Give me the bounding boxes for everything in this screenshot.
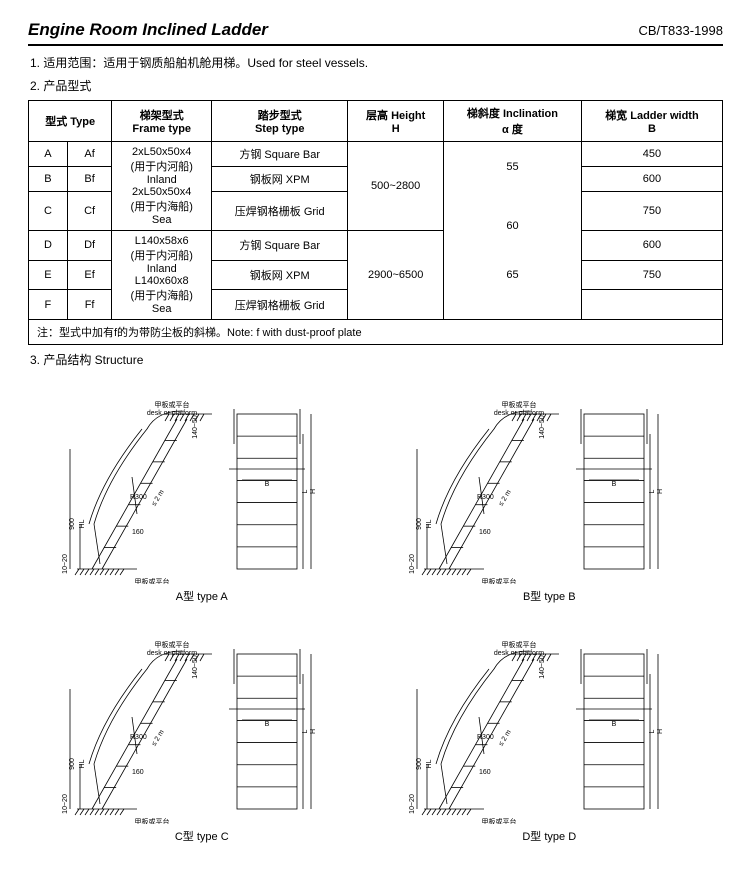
ladder-diagram-svg: ≤ 2 mR300160900HL10~20140~50甲板或平台desk or… — [62, 384, 342, 584]
cell: 65 — [444, 260, 582, 290]
cell: F — [29, 290, 68, 320]
section-2-types: 2. 产品型式 — [30, 77, 721, 94]
svg-text:甲板或平台: 甲板或平台 — [502, 640, 537, 649]
ladder-diagram-svg: ≤ 2 mR300160900HL10~20140~50甲板或平台desk or… — [409, 624, 689, 824]
th-type: 型式 Type — [29, 101, 112, 142]
svg-text:R300: R300 — [477, 494, 494, 501]
svg-text:R300: R300 — [130, 734, 147, 741]
svg-text:140~50: 140~50 — [192, 415, 199, 439]
diagrams-grid: ≤ 2 mR300160900HL10~20140~50甲板或平台desk or… — [28, 374, 723, 844]
diagram-caption: B型 type B — [523, 588, 576, 604]
svg-text:140~50: 140~50 — [539, 655, 546, 679]
table-note-row: 注：型式中加有f的为带防尘板的斜梯。Note: f with dust-proo… — [29, 320, 723, 345]
diagram-a: ≤ 2 mR300160900HL10~20140~50甲板或平台desk or… — [48, 384, 356, 604]
cell — [444, 290, 582, 320]
standard-code: CB/T833-1998 — [638, 23, 723, 38]
cell: 压焊钢格栅板 Grid — [212, 290, 348, 320]
type-table: 型式 Type 梯架型式 Frame type 踏步型式 Step type 层… — [28, 100, 723, 345]
th-height: 层高 Height H — [348, 101, 444, 142]
section-1-scope: 1. 适用范围：适用于钢质船舶机舱用梯。Used for steel vesse… — [30, 54, 721, 71]
table-row: D Df L140x58x6 (用于内河船) Inland L140x60x8 … — [29, 231, 723, 261]
cell: Ff — [67, 290, 111, 320]
svg-text:B: B — [264, 481, 269, 488]
svg-text:B: B — [612, 721, 617, 728]
svg-text:160: 160 — [479, 529, 491, 536]
diagram-b: ≤ 2 mR300160900HL10~20140~50甲板或平台desk or… — [396, 384, 704, 604]
svg-text:甲板或平台: 甲板或平台 — [482, 817, 517, 824]
th-frame: 梯架型式 Frame type — [112, 101, 212, 142]
svg-text:甲板或平台: 甲板或平台 — [154, 640, 189, 649]
svg-text:≤ 2 m: ≤ 2 m — [498, 489, 513, 508]
svg-text:≤ 2 m: ≤ 2 m — [150, 729, 165, 748]
cell: 500~2800 — [348, 142, 444, 231]
cell: 600 — [581, 167, 722, 192]
cell: 600 — [581, 231, 722, 261]
svg-text:160: 160 — [132, 769, 144, 776]
cell: 方钢 Square Bar — [212, 231, 348, 261]
svg-text:10~20: 10~20 — [409, 794, 416, 814]
section-3-structure: 3. 产品结构 Structure — [30, 351, 721, 368]
ladder-diagram-svg: ≤ 2 mR300160900HL10~20140~50甲板或平台desk or… — [62, 624, 342, 824]
page-title: Engine Room Inclined Ladder — [28, 20, 268, 40]
diagram-c: ≤ 2 mR300160900HL10~20140~50甲板或平台desk or… — [48, 624, 356, 844]
diagram-caption: D型 type D — [522, 828, 576, 844]
svg-text:B: B — [264, 721, 269, 728]
svg-text:甲板或平台: 甲板或平台 — [502, 400, 537, 409]
svg-text:B: B — [612, 481, 617, 488]
cell: B — [29, 167, 68, 192]
ladder-diagram-svg: ≤ 2 mR300160900HL10~20140~50甲板或平台desk or… — [409, 384, 689, 584]
cell: C — [29, 192, 68, 231]
cell: 2900~6500 — [348, 231, 444, 320]
svg-text:甲板或平台: 甲板或平台 — [482, 577, 517, 584]
cell: 钢板网 XPM — [212, 260, 348, 290]
cell: 750 — [581, 260, 722, 290]
header: Engine Room Inclined Ladder CB/T833-1998 — [28, 20, 723, 46]
th-step: 踏步型式 Step type — [212, 101, 348, 142]
cell: 压焊钢格栅板 Grid — [212, 192, 348, 231]
svg-text:甲板或平台: 甲板或平台 — [154, 400, 189, 409]
cell: 55 — [444, 142, 582, 192]
svg-text:160: 160 — [479, 769, 491, 776]
cell — [581, 290, 722, 320]
svg-text:140~50: 140~50 — [539, 415, 546, 439]
svg-text:desk or platform: desk or platform — [147, 650, 197, 657]
svg-text:140~50: 140~50 — [192, 655, 199, 679]
table-note: 注：型式中加有f的为带防尘板的斜梯。Note: f with dust-proo… — [29, 320, 723, 345]
cell: Df — [67, 231, 111, 261]
diagram-d: ≤ 2 mR300160900HL10~20140~50甲板或平台desk or… — [396, 624, 704, 844]
svg-text:10~20: 10~20 — [62, 794, 69, 814]
cell: A — [29, 142, 68, 167]
cell-frame: L140x58x6 (用于内河船) Inland L140x60x8 (用于内海… — [112, 231, 212, 320]
svg-text:甲板或平台: 甲板或平台 — [134, 817, 169, 824]
cell: Bf — [67, 167, 111, 192]
cell: 钢板网 XPM — [212, 167, 348, 192]
svg-text:R300: R300 — [477, 734, 494, 741]
svg-text:160: 160 — [132, 529, 144, 536]
cell: Cf — [67, 192, 111, 231]
cell: E — [29, 260, 68, 290]
cell-frame: 2xL50x50x4 (用于内河船) Inland 2xL50x50x4 (用于… — [112, 142, 212, 231]
svg-text:≤ 2 m: ≤ 2 m — [498, 729, 513, 748]
svg-text:10~20: 10~20 — [62, 554, 69, 574]
table-header-row: 型式 Type 梯架型式 Frame type 踏步型式 Step type 层… — [29, 101, 723, 142]
cell: 60 — [444, 192, 582, 261]
svg-text:desk or platform: desk or platform — [494, 650, 544, 657]
svg-text:desk or platform: desk or platform — [494, 410, 544, 417]
cell: 750 — [581, 192, 722, 231]
cell: 450 — [581, 142, 722, 167]
cell: D — [29, 231, 68, 261]
diagram-caption: A型 type A — [176, 588, 228, 604]
th-width: 梯宽 Ladder width B — [581, 101, 722, 142]
cell: 方钢 Square Bar — [212, 142, 348, 167]
svg-text:desk or platform: desk or platform — [147, 410, 197, 417]
th-incl: 梯斜度 Inclination α 度 — [444, 101, 582, 142]
cell: Ef — [67, 260, 111, 290]
svg-text:≤ 2 m: ≤ 2 m — [150, 489, 165, 508]
cell: Af — [67, 142, 111, 167]
diagram-caption: C型 type C — [175, 828, 229, 844]
svg-text:R300: R300 — [130, 494, 147, 501]
table-row: A Af 2xL50x50x4 (用于内河船) Inland 2xL50x50x… — [29, 142, 723, 167]
svg-text:甲板或平台: 甲板或平台 — [134, 577, 169, 584]
svg-text:10~20: 10~20 — [409, 554, 416, 574]
